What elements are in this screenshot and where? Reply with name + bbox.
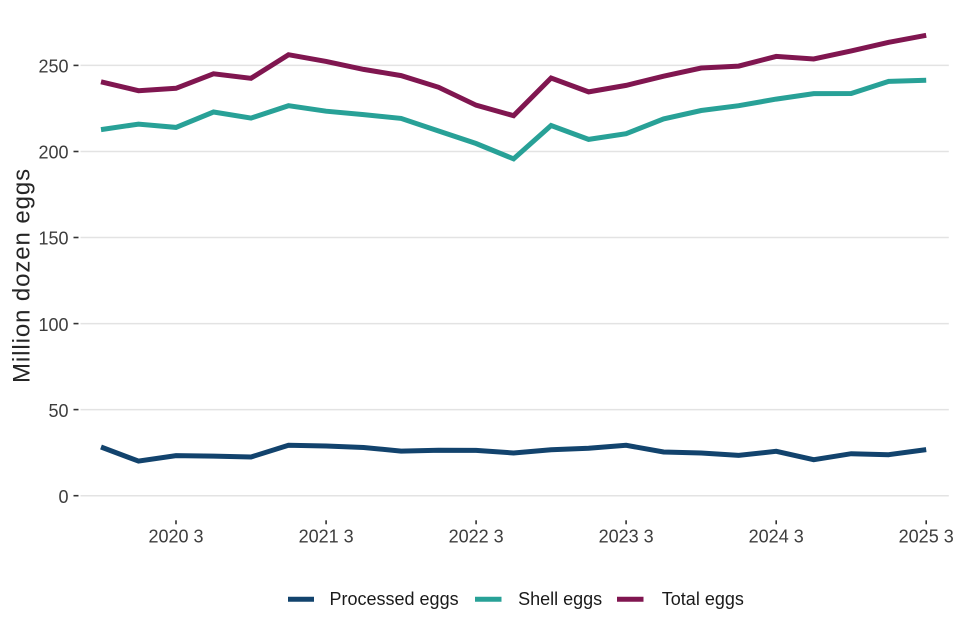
- svg-text:150: 150: [38, 229, 68, 249]
- svg-text:2020 3: 2020 3: [148, 527, 203, 547]
- svg-text:2023 3: 2023 3: [599, 527, 654, 547]
- svg-text:2021 3: 2021 3: [299, 527, 354, 547]
- svg-text:200: 200: [38, 143, 68, 163]
- svg-text:Total eggs: Total eggs: [662, 589, 744, 609]
- svg-text:250: 250: [38, 57, 68, 77]
- svg-text:2022 3: 2022 3: [449, 527, 504, 547]
- svg-text:0: 0: [58, 487, 68, 507]
- svg-text:2025 3: 2025 3: [899, 527, 954, 547]
- svg-text:Shell eggs: Shell eggs: [518, 589, 602, 609]
- svg-text:Million dozen eggs: Million dozen eggs: [9, 168, 36, 383]
- svg-text:Processed eggs: Processed eggs: [330, 589, 459, 609]
- svg-text:50: 50: [48, 401, 68, 421]
- svg-text:2024 3: 2024 3: [749, 527, 804, 547]
- svg-text:100: 100: [38, 315, 68, 335]
